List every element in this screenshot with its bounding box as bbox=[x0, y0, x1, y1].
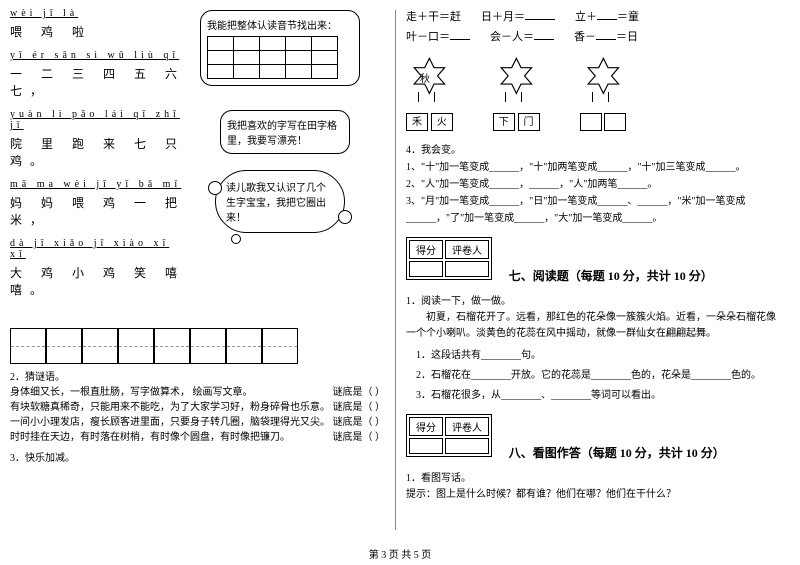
riddle-4-text: 时时挂在天边，有时落在树梢，有时像个圆盘，有时像把镰刀。 bbox=[10, 430, 290, 445]
pinyin-3: yuàn li pǎo lái qī zhī jī bbox=[10, 109, 190, 131]
chars-4: 妈 妈 喂 鸡 一 把 米， bbox=[10, 194, 190, 228]
q3-title: 3．快乐加减。 bbox=[10, 449, 385, 464]
section-7-title: 七、阅读题（每题 10 分，共计 10 分） bbox=[509, 267, 713, 284]
right-column: 走＋干＝赶 日＋月＝ 立＋ ＝童 叶－口＝ 会－人＝ 香－ ＝日 秋 禾 火 bbox=[396, 0, 791, 540]
grader-label-8: 评卷人 bbox=[445, 417, 489, 436]
q4-title: 4．我会变。 bbox=[406, 142, 781, 159]
score-label: 得分 bbox=[409, 240, 443, 259]
star1-label: 秋 bbox=[420, 70, 430, 85]
eq1d: ＝童 bbox=[617, 11, 639, 23]
grader-label: 评卷人 bbox=[445, 240, 489, 259]
pinyin-4: mā ma wèi jī yī bǎ mǐ bbox=[10, 179, 190, 190]
eq1b: 日＋月＝ bbox=[481, 11, 525, 23]
star2-box1: 下 bbox=[493, 113, 515, 131]
q4-line1: 1、"十"加一笔变成______，"十"加两笔变成______，"十"加三笔变成… bbox=[406, 159, 781, 176]
star-diagram-group: 秋 禾 火 下 门 bbox=[406, 56, 781, 135]
eq1a: 走＋干＝赶 bbox=[406, 8, 461, 28]
chars-3: 院 里 跑 来 七 只 鸡。 bbox=[10, 135, 190, 169]
eq2d: ＝日 bbox=[616, 31, 638, 43]
star1-box1: 禾 bbox=[406, 113, 428, 131]
riddle-2-text: 有块软糖真稀奇，只能用来不能吃，为了大家学习好，粉身碎骨也乐意。 bbox=[10, 400, 330, 415]
score-box-8: 得分评卷人 bbox=[406, 414, 492, 457]
reading-q1: 1．这段话共有________句。 bbox=[406, 348, 781, 364]
star-1: 秋 禾 火 bbox=[406, 56, 453, 135]
pic-hint: 提示：图上是什么时候？都有谁？他们在哪？他们在干什么？ bbox=[406, 487, 781, 503]
pic-title: 1．看图写话。 bbox=[406, 471, 781, 487]
eq2b: 会－人＝ bbox=[490, 31, 534, 43]
pinyin-table bbox=[207, 36, 338, 79]
riddle-row-3: 一间小小理发店，瘦长顾客进里面，只要身子转几圈，脑袋理得光又尖。 谜底是（ ） bbox=[10, 415, 385, 430]
equations-block: 走＋干＝赶 日＋月＝ 立＋ ＝童 叶－口＝ 会－人＝ 香－ ＝日 bbox=[406, 8, 781, 48]
section-8-title: 八、看图作答（每题 10 分，共计 10 分） bbox=[509, 444, 725, 461]
star1-box2: 火 bbox=[431, 113, 453, 131]
bubble1-text: 我能把整体认读音节找出来： bbox=[207, 21, 337, 32]
q2-title: 2．猜谜语。 bbox=[10, 370, 385, 385]
reading-q3: 3．石榴花很多，从________、________等词可以看出。 bbox=[406, 388, 781, 404]
score-label-8: 得分 bbox=[409, 417, 443, 436]
star-3 bbox=[580, 56, 627, 135]
riddle-1-ans: 谜底是（ ） bbox=[333, 385, 386, 400]
page-footer: 第 3 页 共 5 页 bbox=[0, 546, 800, 561]
riddle-1-text: 身体细又长，一根直肚肠，写字做算术， 绘画写文章。 bbox=[10, 385, 253, 400]
chars-1: 喂 鸡 啦 bbox=[10, 23, 190, 40]
q4-block: 4．我会变。 1、"十"加一笔变成______，"十"加两笔变成______，"… bbox=[406, 142, 781, 227]
riddles-section: 2．猜谜语。 身体细又长，一根直肚肠，写字做算术， 绘画写文章。 谜底是（ ） … bbox=[10, 370, 385, 445]
q4-line2: 2、"人"加一笔变成______，______，"人"加两笔______。 bbox=[406, 176, 781, 193]
reading-block: 1．阅读一下，做一做。 初夏，石榴花开了。远看，那红色的花朵像一簇簇火焰。近看，… bbox=[406, 294, 781, 404]
pinyin-5: dà jī xiǎo jī xiào xī xī bbox=[10, 238, 190, 260]
bubble3-text: 读儿歌我又认识了几个生字宝宝，我把它圈出来！ bbox=[226, 183, 326, 224]
star-2: 下 门 bbox=[493, 56, 540, 135]
eq1c: 立＋ bbox=[575, 11, 597, 23]
star2-box2: 门 bbox=[518, 113, 540, 131]
score-box-7: 得分评卷人 bbox=[406, 237, 492, 280]
reading-title: 1．阅读一下，做一做。 bbox=[406, 294, 781, 310]
riddle-3-ans: 谜底是（ ） bbox=[333, 415, 386, 430]
reading-passage: 初夏，石榴花开了。远看，那红色的花朵像一簇簇火焰。近看，一朵朵石榴花像一个个小喇… bbox=[406, 310, 781, 342]
pinyin-2: yī ér sān sì wǔ liù qī bbox=[10, 50, 190, 61]
picture-block: 1．看图写话。 提示：图上是什么时候？都有谁？他们在哪？他们在干什么？ bbox=[406, 471, 781, 503]
riddle-2-ans: 谜底是（ ） bbox=[333, 400, 386, 415]
star3-box2 bbox=[604, 113, 626, 131]
q4-line3: 3、"月"加一笔变成______，"日"加一笔变成______、______，"… bbox=[406, 193, 781, 227]
riddle-4-ans: 谜底是（ ） bbox=[333, 430, 386, 445]
reading-q2: 2．石榴花在________开放。它的花蕊是________色的，花朵是____… bbox=[406, 368, 781, 384]
riddle-3-text: 一间小小理发店，瘦长顾客进里面，只要身子转几圈，脑袋理得光又尖。 bbox=[10, 415, 330, 430]
cloud-bubble: 读儿歌我又认识了几个生字宝宝，我把它圈出来！ bbox=[215, 170, 345, 233]
poem-block: wèi jī là 喂 鸡 啦 yī ér sān sì wǔ liù qī 一… bbox=[10, 8, 190, 298]
speech-bubble-1: 我能把整体认读音节找出来： bbox=[200, 10, 360, 86]
riddle-row-2: 有块软糖真稀奇，只能用来不能吃，为了大家学习好，粉身碎骨也乐意。 谜底是（ ） bbox=[10, 400, 385, 415]
left-column: wèi jī là 喂 鸡 啦 yī ér sān sì wǔ liù qī 一… bbox=[0, 0, 395, 540]
riddle-row-4: 时时挂在天边，有时落在树梢，有时像个圆盘，有时像把镰刀。 谜底是（ ） bbox=[10, 430, 385, 445]
speech-bubble-2: 我把喜欢的字写在田字格里，我要写漂亮！ bbox=[220, 110, 350, 154]
chars-2: 一 二 三 四 五 六 七， bbox=[10, 65, 190, 99]
chars-5: 大 鸡 小 鸡 笑 嘻 嘻。 bbox=[10, 264, 190, 298]
riddle-row-1: 身体细又长，一根直肚肠，写字做算术， 绘画写文章。 谜底是（ ） bbox=[10, 385, 385, 400]
eq2a: 叶－口＝ bbox=[406, 31, 450, 43]
bubble2-text: 我把喜欢的字写在田字格里，我要写漂亮！ bbox=[227, 121, 337, 147]
tianzi-grid bbox=[10, 328, 385, 364]
pinyin-1: wèi jī là bbox=[10, 8, 190, 19]
eq2c: 香－ bbox=[574, 31, 596, 43]
star3-box1 bbox=[580, 113, 602, 131]
